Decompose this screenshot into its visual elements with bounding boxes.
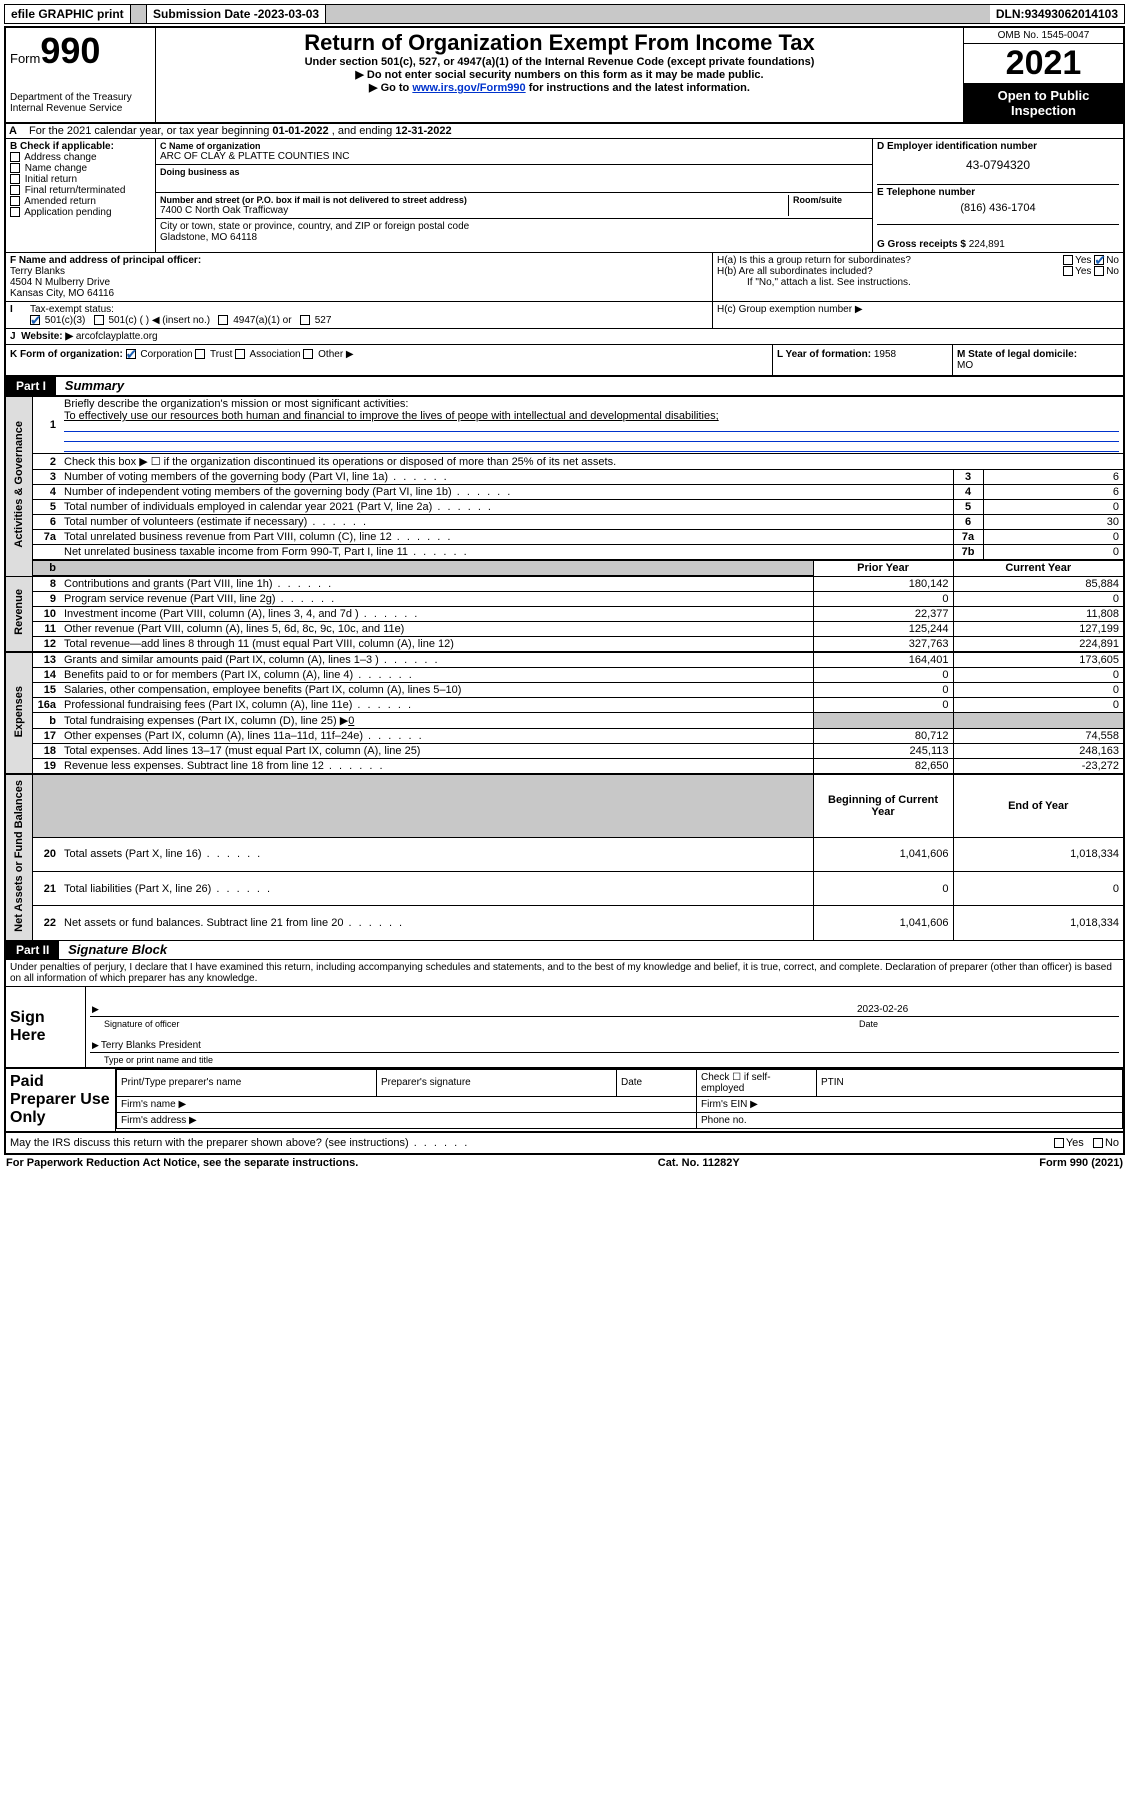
top-bar: efile GRAPHIC print Submission Date - 20…	[4, 4, 1125, 24]
gross-label: G Gross receipts $	[877, 239, 969, 250]
header-left: Form990 Department of the Treasury Inter…	[6, 28, 156, 122]
row-k: K Form of organization: Corporation Trus…	[6, 345, 1123, 377]
preparer-table: Print/Type preparer's name Preparer's si…	[116, 1069, 1123, 1129]
row-j: J Website: ▶ arcofclayplatte.org	[6, 329, 1123, 345]
officer-name: Terry Blanks	[10, 266, 708, 277]
b-opt: Address change	[10, 152, 151, 163]
h-b-note: If "No," attach a list. See instructions…	[717, 277, 1119, 288]
form-ref: Form 990 (2021)	[1039, 1157, 1123, 1169]
dba-label: Doing business as	[160, 167, 868, 177]
omb-number: OMB No. 1545-0047	[964, 28, 1123, 44]
b-opt: Final return/terminated	[10, 185, 151, 196]
tax-status-label: Tax-exempt status:	[30, 304, 114, 315]
ein-value: 43-0794320	[877, 158, 1119, 172]
vlabel-gov: Activities & Governance	[13, 417, 25, 552]
header-right: OMB No. 1545-0047 2021 Open to Public In…	[963, 28, 1123, 122]
city-label: City or town, state or province, country…	[160, 221, 868, 232]
paperwork-notice: For Paperwork Reduction Act Notice, see …	[6, 1157, 358, 1169]
dln: DLN: 93493062014103	[990, 5, 1124, 23]
b-opt: Application pending	[10, 207, 151, 218]
instr-2: ▶ Go to www.irs.gov/Form990 for instruct…	[160, 81, 959, 94]
irs-label: Internal Revenue Service	[10, 103, 151, 114]
c-name-label: C Name of organization	[160, 141, 868, 151]
perjury-text: Under penalties of perjury, I declare th…	[6, 960, 1123, 987]
b-opt: Initial return	[10, 174, 151, 185]
col-c: C Name of organization ARC OF CLAY & PLA…	[156, 139, 873, 252]
h-c: H(c) Group exemption number ▶	[717, 304, 863, 315]
state-domicile: MO	[957, 360, 973, 371]
summary-table: Activities & Governance 1 Briefly descri…	[6, 396, 1123, 941]
instr-1: ▶ Do not enter social security numbers o…	[160, 68, 959, 81]
header-mid: Return of Organization Exempt From Incom…	[156, 28, 963, 122]
main-title: Return of Organization Exempt From Incom…	[160, 30, 959, 56]
page-footer: For Paperwork Reduction Act Notice, see …	[4, 1155, 1125, 1171]
header-row: Form990 Department of the Treasury Inter…	[6, 28, 1123, 124]
form-container: Form990 Department of the Treasury Inter…	[4, 26, 1125, 1155]
h-b: H(b) Are all subordinates included? Yes …	[717, 266, 1119, 277]
officer-name-title: Terry Blanks President	[101, 1040, 201, 1051]
signature-block: Under penalties of perjury, I declare th…	[6, 960, 1123, 1153]
street-address: 7400 C North Oak Trafficway	[160, 205, 788, 216]
part2-header: Part II Signature Block	[6, 941, 1123, 960]
discuss-row: May the IRS discuss this return with the…	[6, 1133, 1123, 1153]
form-number: 990	[40, 30, 100, 71]
cat-no: Cat. No. 11282Y	[658, 1157, 740, 1169]
vlabel-rev: Revenue	[13, 585, 25, 639]
row-i: I Tax-exempt status: 501(c)(3) 501(c) ( …	[6, 302, 1123, 329]
h-a: H(a) Is this a group return for subordin…	[717, 255, 1119, 266]
paid-preparer-label: Paid Preparer Use Only	[6, 1069, 116, 1131]
gross-value: 224,891	[969, 239, 1005, 250]
addr-label: Number and street (or P.O. box if mail i…	[160, 195, 788, 205]
label-i: I	[6, 302, 26, 328]
submission-date: Submission Date - 2023-03-03	[147, 5, 326, 23]
sig-date-value: 2023-02-26	[857, 1004, 1117, 1015]
efile-label[interactable]: efile GRAPHIC print	[5, 5, 131, 23]
city-state-zip: Gladstone, MO 64118	[160, 232, 868, 243]
tax-year: 2021	[964, 44, 1123, 84]
officer-addr2: Kansas City, MO 64116	[10, 288, 708, 299]
col-d: D Employer identification number 43-0794…	[873, 139, 1123, 252]
label-a: A	[6, 124, 26, 138]
form-word: Form	[10, 51, 40, 66]
section-bcde: B Check if applicable: Address change Na…	[6, 139, 1123, 253]
b-title: B Check if applicable:	[10, 141, 151, 152]
subtitle: Under section 501(c), 527, or 4947(a)(1)…	[160, 56, 959, 68]
officer-addr1: 4504 N Mulberry Drive	[10, 277, 708, 288]
year-formation: 1958	[874, 349, 896, 360]
b-opt: Name change	[10, 163, 151, 174]
row-a: A For the 2021 calendar year, or tax yea…	[6, 124, 1123, 139]
dept-treasury: Department of the Treasury	[10, 92, 151, 103]
b-opt: Amended return	[10, 196, 151, 207]
room-label: Room/suite	[793, 195, 868, 205]
mission-text: To effectively use our resources both hu…	[64, 410, 719, 422]
row-f: F Name and address of principal officer:…	[6, 253, 1123, 302]
phone-label: E Telephone number	[877, 187, 1119, 198]
website: arcofclayplatte.org	[76, 331, 158, 342]
sign-here-label: Sign Here	[6, 987, 86, 1067]
irs-link[interactable]: www.irs.gov/Form990	[412, 82, 525, 94]
open-public: Open to Public Inspection	[964, 84, 1123, 122]
ein-label: D Employer identification number	[877, 141, 1119, 152]
phone-value: (816) 436-1704	[877, 202, 1119, 214]
vlabel-exp: Expenses	[13, 682, 25, 741]
part1-header: Part I Summary	[6, 377, 1123, 396]
vlabel-net: Net Assets or Fund Balances	[13, 776, 25, 936]
col-b: B Check if applicable: Address change Na…	[6, 139, 156, 252]
org-name: ARC OF CLAY & PLATTE COUNTIES INC	[160, 151, 868, 162]
f-label: F Name and address of principal officer:	[10, 255, 708, 266]
graphic-btn[interactable]	[131, 5, 147, 23]
